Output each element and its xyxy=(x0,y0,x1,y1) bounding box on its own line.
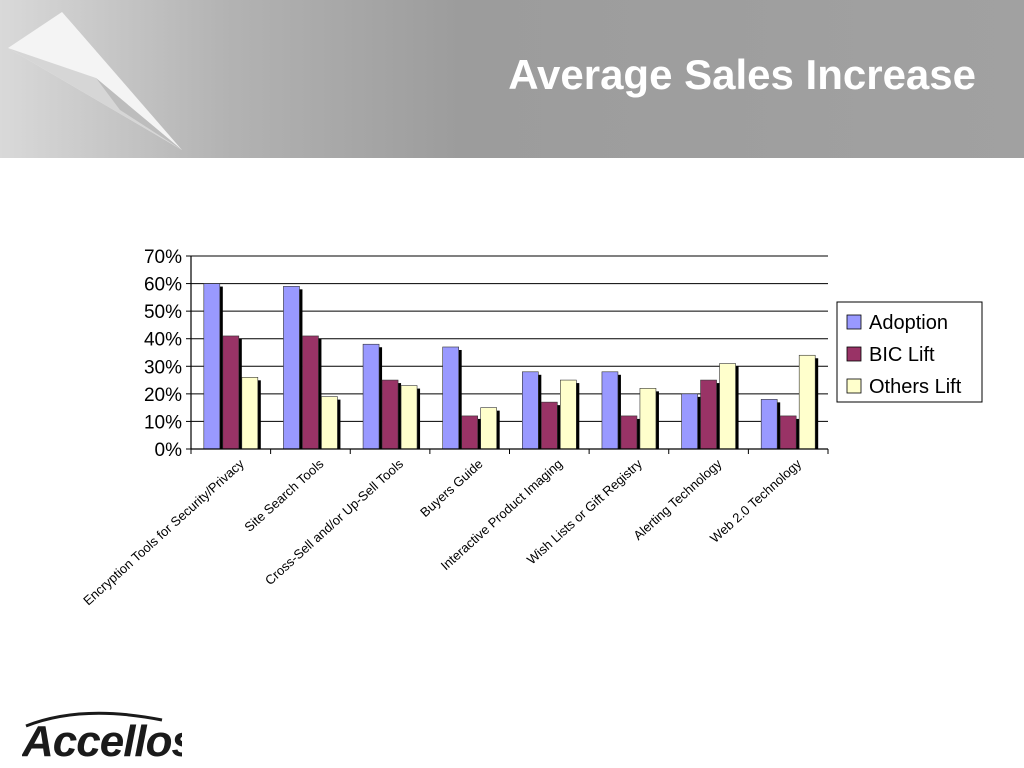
logo-text: Accellos xyxy=(22,717,182,760)
legend-swatch xyxy=(846,346,862,362)
x-category-label: Buyers Guide xyxy=(417,456,486,520)
y-tick-label: 0% xyxy=(155,440,183,461)
y-tick-label: 50% xyxy=(144,302,182,323)
paper-plane-icon xyxy=(8,12,182,150)
bar xyxy=(241,377,259,450)
bar xyxy=(601,371,619,450)
legend-swatch xyxy=(846,314,862,330)
chart-legend: Adoption BIC Lift Others Lift xyxy=(836,301,983,403)
bar xyxy=(302,335,319,450)
x-category-label: Encryption Tools for Security/Privacy xyxy=(80,456,247,608)
bar xyxy=(222,335,240,450)
bar xyxy=(719,363,736,450)
legend-label: BIC Lift xyxy=(869,344,935,366)
legend-label: Adoption xyxy=(869,312,948,334)
bar xyxy=(480,407,497,450)
bar xyxy=(203,283,221,450)
legend-swatch xyxy=(846,378,862,394)
bar xyxy=(400,385,418,450)
bar xyxy=(798,354,816,450)
slide-title: Average Sales Increase xyxy=(508,51,976,98)
bar xyxy=(522,371,539,450)
bar xyxy=(461,415,478,450)
bar xyxy=(681,393,698,450)
bar xyxy=(560,379,577,450)
x-axis-category-labels: Encryption Tools for Security/PrivacySit… xyxy=(80,456,804,608)
slide-header: Average Sales Increase xyxy=(0,0,1024,158)
y-tick-label: 70% xyxy=(144,247,182,268)
bar xyxy=(321,396,338,450)
bar xyxy=(620,415,638,450)
bar xyxy=(760,399,778,450)
bar xyxy=(779,415,797,450)
y-tick-label: 20% xyxy=(144,385,182,406)
y-axis-tick-labels: 0% 10% 20% 30% 40% 50% 60% 70% xyxy=(144,247,182,461)
x-category-label: Site Search Tools xyxy=(241,456,326,535)
y-tick-label: 60% xyxy=(144,275,182,296)
y-tick-label: 40% xyxy=(144,330,182,351)
y-tick-label: 30% xyxy=(144,357,182,378)
x-category-label: Cross-Sell and/or Up-Sell Tools xyxy=(262,456,406,588)
legend-label: Others Lift xyxy=(869,376,962,398)
accellos-logo: Accellos xyxy=(22,711,182,760)
bar xyxy=(541,401,558,450)
bar xyxy=(442,346,459,450)
bar xyxy=(381,379,399,450)
bar xyxy=(639,388,657,450)
bar xyxy=(283,286,300,450)
chart-bars xyxy=(203,283,819,450)
chart-axes xyxy=(186,255,829,454)
arc-swoosh-icon xyxy=(25,711,163,728)
bar xyxy=(362,343,380,450)
bar xyxy=(700,379,717,450)
y-tick-label: 10% xyxy=(144,412,182,433)
